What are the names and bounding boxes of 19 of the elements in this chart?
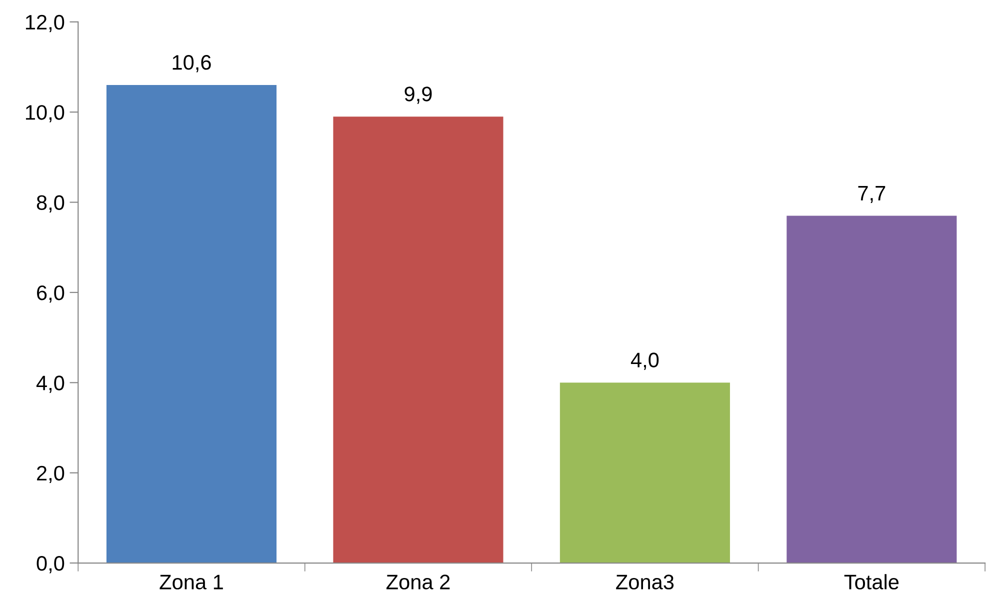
data-label: 10,6 (172, 55, 211, 72)
y-tick-label: 4,0 (36, 376, 64, 393)
bar (106, 85, 277, 564)
bar (786, 216, 957, 564)
data-label: 7,7 (858, 186, 886, 204)
x-tick-label: Totale (844, 574, 899, 590)
bar (333, 116, 504, 564)
y-tick-label: 0,0 (36, 556, 64, 574)
y-tick-label: 8,0 (36, 195, 64, 212)
y-tick-label: 10,0 (26, 105, 64, 122)
data-label: 4,0 (630, 352, 659, 370)
data-label: 9,9 (404, 86, 432, 104)
x-tick-label: Zona 1 (160, 574, 223, 590)
y-tick-label: 2,0 (37, 466, 64, 484)
bar (560, 382, 730, 564)
x-tick-label: Zona 2 (386, 574, 450, 590)
y-tick-label: 6,0 (37, 285, 64, 303)
y-tick-label: 12,0 (26, 14, 64, 32)
x-tick-label: Zona3 (616, 574, 674, 590)
